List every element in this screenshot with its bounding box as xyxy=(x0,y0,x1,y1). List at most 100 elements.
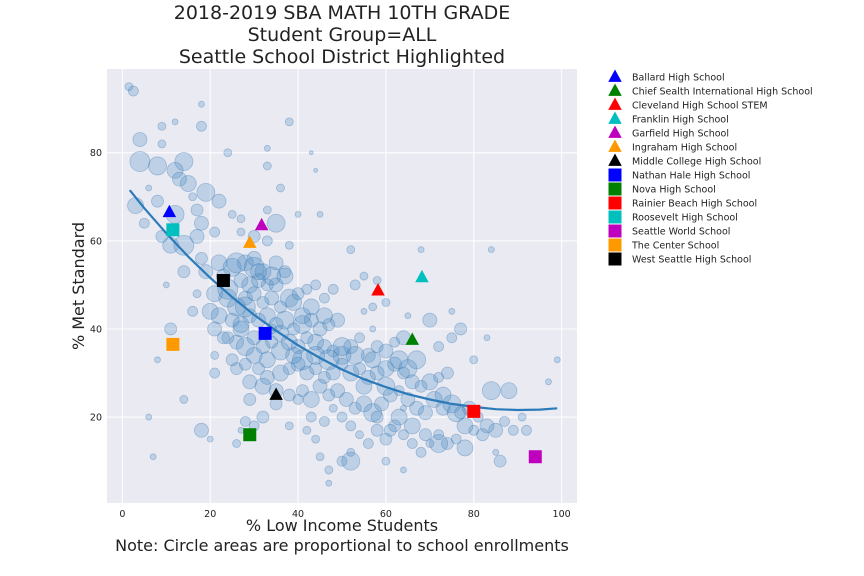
school-bubble xyxy=(300,331,314,345)
school-bubble xyxy=(245,346,263,364)
school-bubble xyxy=(383,423,397,437)
legend-label: Roosevelt High School xyxy=(632,213,738,224)
school-bubble xyxy=(454,322,467,336)
school-bubble xyxy=(299,365,315,381)
legend-marker xyxy=(608,97,622,110)
school-bubble xyxy=(469,355,479,365)
school-marker xyxy=(528,450,542,464)
school-bubble xyxy=(336,411,348,423)
school-bubble xyxy=(360,307,368,315)
school-bubble xyxy=(246,286,262,302)
school-bubble xyxy=(360,347,376,363)
y-tick-label: 40 xyxy=(90,324,102,335)
school-bubble xyxy=(479,418,495,434)
y-tick-label: 60 xyxy=(90,236,102,247)
school-bubble xyxy=(177,265,191,279)
school-bubble xyxy=(262,161,272,171)
school-bubble xyxy=(256,410,270,424)
school-bubble xyxy=(278,265,292,279)
school-bubble xyxy=(157,139,167,149)
school-bubble xyxy=(274,300,287,314)
school-bubble xyxy=(210,350,220,360)
school-bubble xyxy=(310,279,322,291)
plot-area xyxy=(107,69,577,503)
school-bubble xyxy=(164,322,178,336)
school-marker xyxy=(258,326,272,340)
school-bubble xyxy=(422,312,438,328)
school-bubble xyxy=(138,217,150,229)
school-bubble xyxy=(417,246,425,254)
school-bubble xyxy=(151,194,164,208)
school-bubble xyxy=(194,422,209,438)
school-bubble xyxy=(292,394,304,405)
school-bubble xyxy=(188,192,198,202)
school-bubble xyxy=(419,428,432,442)
school-bubble xyxy=(293,315,312,334)
school-bubble xyxy=(312,321,328,337)
school-bubble xyxy=(294,211,302,218)
school-bubble xyxy=(127,85,139,97)
school-bubble xyxy=(179,395,189,404)
legend-marker xyxy=(608,83,622,96)
chart-note: Note: Circle areas are proportional to s… xyxy=(115,536,569,555)
school-bubble xyxy=(282,388,296,402)
school-bubble xyxy=(403,417,421,435)
school-bubble xyxy=(148,156,167,176)
school-bubble xyxy=(279,288,299,308)
school-bubble xyxy=(316,307,333,325)
legend-marker xyxy=(608,111,622,124)
school-bubble xyxy=(263,144,271,152)
school-bubble xyxy=(374,396,389,412)
legend: Ballard High School Chief Sealth Internat… xyxy=(608,69,813,266)
school-bubble xyxy=(268,255,284,271)
legend-label: Ingraham High School xyxy=(632,143,737,154)
school-bubble xyxy=(301,283,313,295)
school-bubble xyxy=(322,388,336,402)
school-bubble xyxy=(476,428,489,442)
school-bubble xyxy=(370,410,384,424)
school-bubble xyxy=(224,312,240,328)
school-bubble xyxy=(389,336,401,348)
school-bubble xyxy=(318,371,331,384)
school-bubble xyxy=(389,350,409,370)
legend-label: Rainier Beach High School xyxy=(632,199,757,210)
school-bubble xyxy=(388,419,402,433)
school-bubble xyxy=(238,357,252,371)
school-bubble xyxy=(521,424,532,436)
school-bubble xyxy=(236,227,246,237)
school-bubble xyxy=(210,307,228,325)
school-bubble xyxy=(256,296,270,309)
school-bubble xyxy=(349,279,361,291)
school-bubble xyxy=(446,332,458,344)
school-bubble xyxy=(327,283,339,295)
legend-marker xyxy=(608,69,622,82)
school-bubble xyxy=(307,333,325,351)
school-bubble xyxy=(192,289,202,299)
school-bubble xyxy=(468,424,480,436)
y-axis-label: % Met Standard xyxy=(69,222,88,350)
school-marker xyxy=(254,217,269,231)
school-bubble xyxy=(282,362,296,376)
school-bubble xyxy=(223,148,233,158)
school-bubble xyxy=(415,446,427,458)
school-bubble xyxy=(500,382,518,400)
legend-label: Cleveland High School STEM xyxy=(632,101,768,112)
school-bubble xyxy=(309,362,323,376)
legend-label: West Seattle High School xyxy=(632,255,751,266)
school-marker xyxy=(243,428,257,442)
school-bubble xyxy=(456,417,474,435)
legend-label: Nathan Hale High School xyxy=(632,171,750,182)
school-bubble xyxy=(276,267,294,285)
school-bubble xyxy=(189,229,205,244)
school-bubble xyxy=(325,479,333,487)
school-bubble xyxy=(418,405,433,421)
school-bubble xyxy=(319,292,330,304)
school-bubble xyxy=(190,203,204,217)
school-bubble xyxy=(284,240,294,250)
school-bubble xyxy=(507,424,519,436)
school-bubble xyxy=(369,325,377,333)
school-bubble xyxy=(488,422,504,438)
legend-label: Garfield High School xyxy=(632,129,729,140)
school-bubble xyxy=(230,362,243,376)
legend-label: Ballard High School xyxy=(632,73,725,84)
